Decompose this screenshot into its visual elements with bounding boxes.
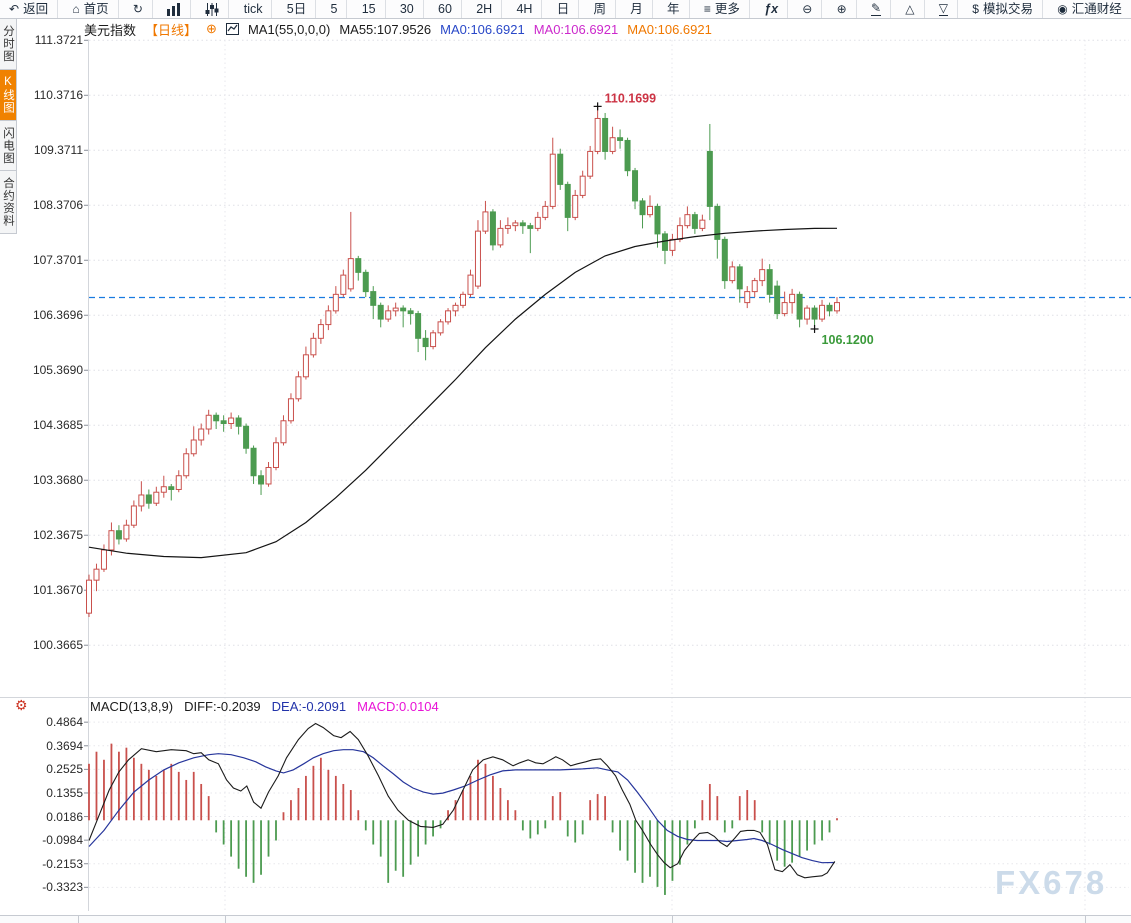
period-label: 【日线】: [145, 22, 198, 38]
toolbar-item-zoom-in[interactable]: ⊕: [828, 0, 857, 18]
time-axis-tick: [1085, 916, 1086, 923]
ma0-value-orange: MA0:106.6921: [627, 21, 712, 37]
toolbar-item-label: 月: [630, 2, 643, 16]
toolbar-item-label: 4H: [516, 2, 533, 16]
toolbar-item-label: 返回: [23, 2, 49, 16]
ma-params-label: MA1(55,0,0,0): [247, 21, 331, 37]
ma0-value-blue: MA0:106.6921: [440, 21, 525, 37]
bar-chart-icon: [167, 2, 181, 16]
ma-chart-settings-icon[interactable]: [225, 23, 239, 35]
toolbar-item-period-year[interactable]: 年: [658, 0, 690, 18]
pencil-icon: ✎: [870, 1, 882, 16]
toolbar-item-zoom-out[interactable]: ⊖: [793, 0, 823, 18]
menu-icon: ≡: [703, 2, 711, 16]
toolbar-item-draw[interactable]: ✎: [862, 0, 892, 18]
macd-title: MACD(13,8,9): [90, 699, 174, 714]
dollar-icon: $: [972, 2, 979, 16]
toolbar-item-more[interactable]: ≡ 更多: [695, 0, 750, 18]
toolbar-item-period-5d[interactable]: 5日: [278, 0, 317, 18]
macd-dea-value: DEA:-0.2091: [271, 699, 347, 714]
triangle-up-icon: △: [905, 2, 915, 16]
toolbar-item-label: 汇通财经: [1071, 2, 1122, 16]
toolbar-item-period-60[interactable]: 60: [429, 0, 462, 18]
toolbar-item-period-30[interactable]: 30: [391, 0, 424, 18]
toolbar-item-period-4h[interactable]: 4H: [507, 0, 543, 18]
toolbar-item-period-tick[interactable]: tick: [235, 0, 273, 18]
toolbar-item-label: 30: [399, 2, 414, 16]
macd-diff-value: DIFF:-0.2039: [184, 699, 261, 714]
ma55-value: MA55:107.9526: [339, 21, 432, 37]
toolbar-item-flag-up[interactable]: △: [896, 0, 925, 18]
sidebar-item-contract-info[interactable]: 合约资料: [0, 171, 17, 234]
toolbar-item-period-5[interactable]: 5: [321, 0, 348, 18]
macd-header: MACD(13,8,9) DIFF:-0.2039 DEA:-0.2091 MA…: [90, 699, 439, 714]
sidebar: 分时图 K线图 闪电图 合约资料: [0, 19, 18, 234]
time-axis-tick: [672, 916, 673, 923]
toolbar-item-label: 更多: [714, 2, 740, 16]
toolbar-item-chart-type[interactable]: [158, 0, 192, 18]
symbol-name: 美元指数: [84, 22, 137, 38]
low-price-annotation: 106.1200: [822, 333, 874, 347]
toolbar-item-label: 模拟交易: [982, 2, 1033, 16]
toolbar-item-label: 年: [667, 2, 680, 16]
toolbar-item-label: 2H: [476, 2, 493, 16]
chart-header: 美元指数 【日线】 ⊕ MA1(55,0,0,0) MA55:107.9526 …: [84, 21, 712, 38]
sidebar-item-lightning-chart[interactable]: 闪电图: [0, 120, 17, 171]
zoom-in-icon: ⊕: [836, 2, 847, 16]
candle-sliders-icon: [205, 2, 219, 16]
toolbar: ↶ 返回 ⌂ 首页 ↻ tick 5日 5 15 30 60 2H 4H 日周月年 ≡ 更多 ƒx ⊖ ⊕ ✎ △ ▽ $ 模…: [0, 0, 1131, 19]
toolbar-item-label: 5: [330, 2, 338, 16]
high-price-annotation: 110.1699: [605, 91, 656, 105]
time-axis-tick: [225, 916, 226, 923]
toolbar-item-period-2h[interactable]: 2H: [467, 0, 503, 18]
fx678-logo-icon: ◉: [1057, 2, 1068, 16]
toolbar-item-label: 首页: [83, 2, 109, 16]
time-axis-tick: [78, 916, 79, 923]
toolbar-item-label: 60: [438, 2, 452, 16]
ma0-value-magenta: MA0:106.6921: [533, 21, 619, 37]
toolbar-item-sim-trading[interactable]: $ 模拟交易: [963, 0, 1043, 18]
sidebar-item-kline-chart[interactable]: K线图: [0, 69, 17, 121]
add-indicator-icon[interactable]: ⊕: [206, 21, 217, 36]
toolbar-item-formula[interactable]: ƒx: [755, 0, 789, 18]
toolbar-item-label: tick: [243, 2, 263, 16]
toolbar-item-refresh[interactable]: ↻: [124, 0, 153, 18]
toolbar-item-flag-down[interactable]: ▽: [930, 0, 959, 18]
home-icon: ⌂: [72, 2, 80, 16]
toolbar-item-label: 周: [593, 2, 606, 16]
time-axis-strip[interactable]: [0, 915, 1131, 923]
toolbar-item-period-day[interactable]: 日: [548, 0, 580, 18]
zoom-out-icon: ⊖: [802, 2, 813, 16]
undo-arrow-icon: ↶: [9, 2, 20, 16]
triangle-down-icon: ▽: [938, 1, 949, 16]
macd-settings-gear-icon[interactable]: ⚙: [15, 697, 28, 713]
fx-icon: ƒx: [764, 1, 779, 16]
toolbar-item-period-month[interactable]: 月: [621, 0, 653, 18]
macd-value: MACD:0.0104: [357, 699, 439, 714]
toolbar-item-period-15[interactable]: 15: [353, 0, 386, 18]
toolbar-item-label: 5日: [286, 2, 307, 16]
toolbar-item-home[interactable]: ⌂ 首页: [63, 0, 119, 18]
toolbar-item-indicators[interactable]: [196, 0, 230, 18]
toolbar-item-period-week[interactable]: 周: [584, 0, 616, 18]
toolbar-item-back[interactable]: ↶ 返回: [0, 0, 59, 18]
toolbar-item-label: 15: [361, 2, 376, 16]
sidebar-item-time-chart[interactable]: 分时图: [0, 19, 17, 70]
toolbar-item-label: 日: [556, 2, 570, 16]
toolbar-item-fx678[interactable]: ◉ 汇通财经: [1048, 0, 1131, 18]
refresh-icon: ↻: [132, 2, 143, 16]
fx678-watermark: FX678: [995, 864, 1108, 901]
